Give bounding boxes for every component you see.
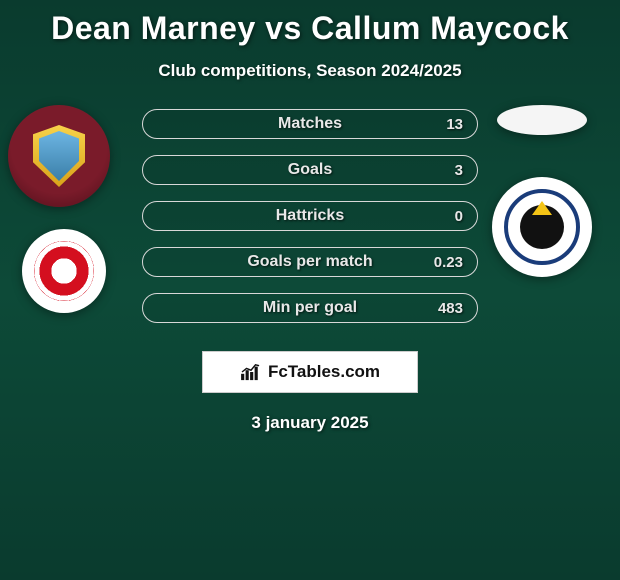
- shield-icon: [33, 125, 85, 187]
- stat-label: Hattricks: [276, 207, 344, 225]
- stat-row-goals-per-match: Goals per match 0.23: [142, 247, 478, 277]
- page-title: Dean Marney vs Callum Maycock: [0, 0, 620, 47]
- date-label: 3 january 2025: [0, 413, 620, 433]
- stat-value: 13: [446, 116, 463, 133]
- comparison-panel: Matches 13 Goals 3 Hattricks 0 Goals per…: [0, 109, 620, 433]
- stat-row-goals: Goals 3: [142, 155, 478, 185]
- eagle-icon: [520, 205, 564, 249]
- burnley-crest: [8, 105, 110, 207]
- stat-label: Min per goal: [263, 299, 357, 317]
- brand-watermark: FcTables.com: [202, 351, 418, 393]
- left-crest-column: [8, 105, 128, 313]
- stat-label: Goals: [288, 161, 332, 179]
- stat-value: 0: [455, 208, 463, 225]
- stat-row-min-per-goal: Min per goal 483: [142, 293, 478, 323]
- stat-label: Matches: [278, 115, 342, 133]
- afc-ring-icon: [504, 189, 580, 265]
- stat-label: Goals per match: [247, 253, 372, 271]
- stat-value: 0.23: [434, 254, 463, 271]
- afc-wimbledon-crest: [492, 177, 592, 277]
- stat-value: 3: [455, 162, 463, 179]
- subtitle: Club competitions, Season 2024/2025: [0, 61, 620, 81]
- brand-text: FcTables.com: [268, 362, 380, 382]
- fleetwood-crest: [22, 229, 106, 313]
- right-crest-column: [492, 105, 612, 277]
- stat-value: 483: [438, 300, 463, 317]
- blank-oval: [497, 105, 587, 135]
- roundel-icon: [34, 241, 94, 301]
- stat-row-hattricks: Hattricks 0: [142, 201, 478, 231]
- stats-list: Matches 13 Goals 3 Hattricks 0 Goals per…: [142, 109, 478, 323]
- bar-chart-icon: [240, 363, 262, 381]
- stat-row-matches: Matches 13: [142, 109, 478, 139]
